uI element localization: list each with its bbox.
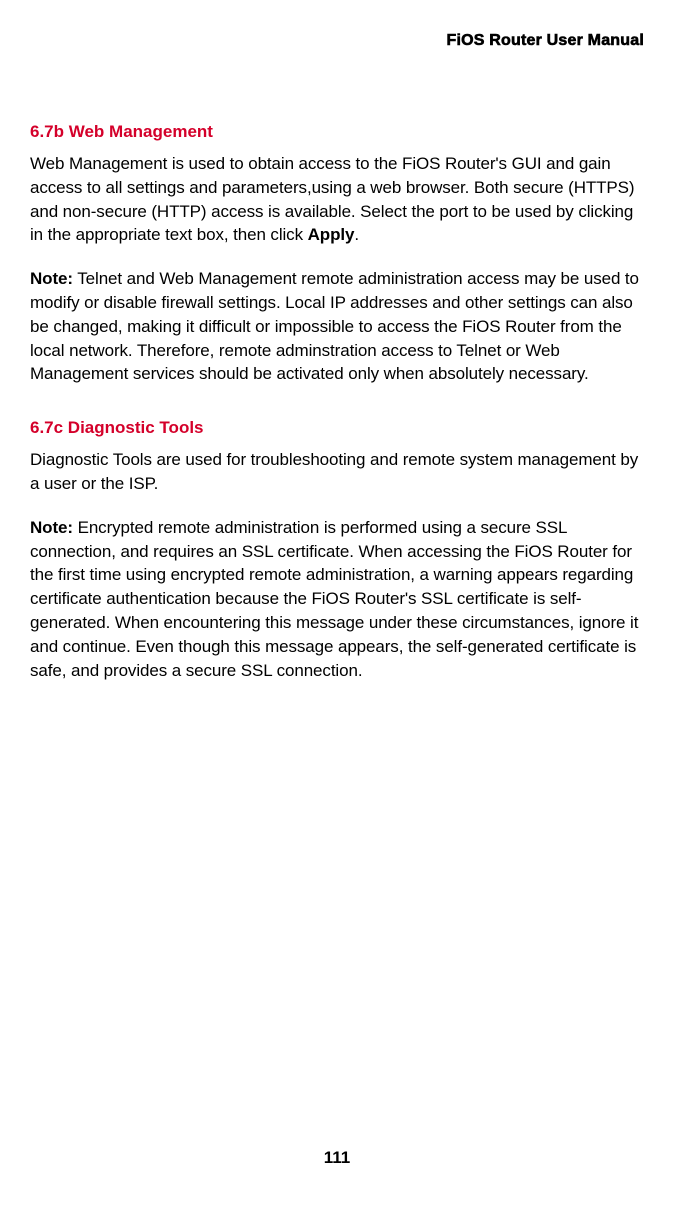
diagnostic-tools-paragraph-1: Diagnostic Tools are used for troublesho… xyxy=(30,448,644,496)
running-header: FiOS Router User Manual xyxy=(446,32,644,50)
text-run: Encrypted remote administration is perfo… xyxy=(30,518,638,680)
page-number: 111 xyxy=(0,1148,674,1168)
web-management-note: Note: Telnet and Web Management remote a… xyxy=(30,267,644,386)
page: FiOS Router User Manual 6.7b Web Managem… xyxy=(0,0,674,1206)
diagnostic-tools-note: Note: Encrypted remote administration is… xyxy=(30,516,644,683)
page-content: 6.7b Web Management Web Management is us… xyxy=(30,122,644,702)
section-spacer xyxy=(30,406,644,418)
section-heading-web-management: 6.7b Web Management xyxy=(30,122,644,142)
text-run: . xyxy=(354,225,359,244)
section-heading-diagnostic-tools: 6.7c Diagnostic Tools xyxy=(30,418,644,438)
text-run: Telnet and Web Management remote adminis… xyxy=(30,269,639,383)
apply-label: Apply xyxy=(308,225,355,244)
note-label: Note: xyxy=(30,269,73,288)
note-label: Note: xyxy=(30,518,73,537)
web-management-paragraph-1: Web Management is used to obtain access … xyxy=(30,152,644,247)
